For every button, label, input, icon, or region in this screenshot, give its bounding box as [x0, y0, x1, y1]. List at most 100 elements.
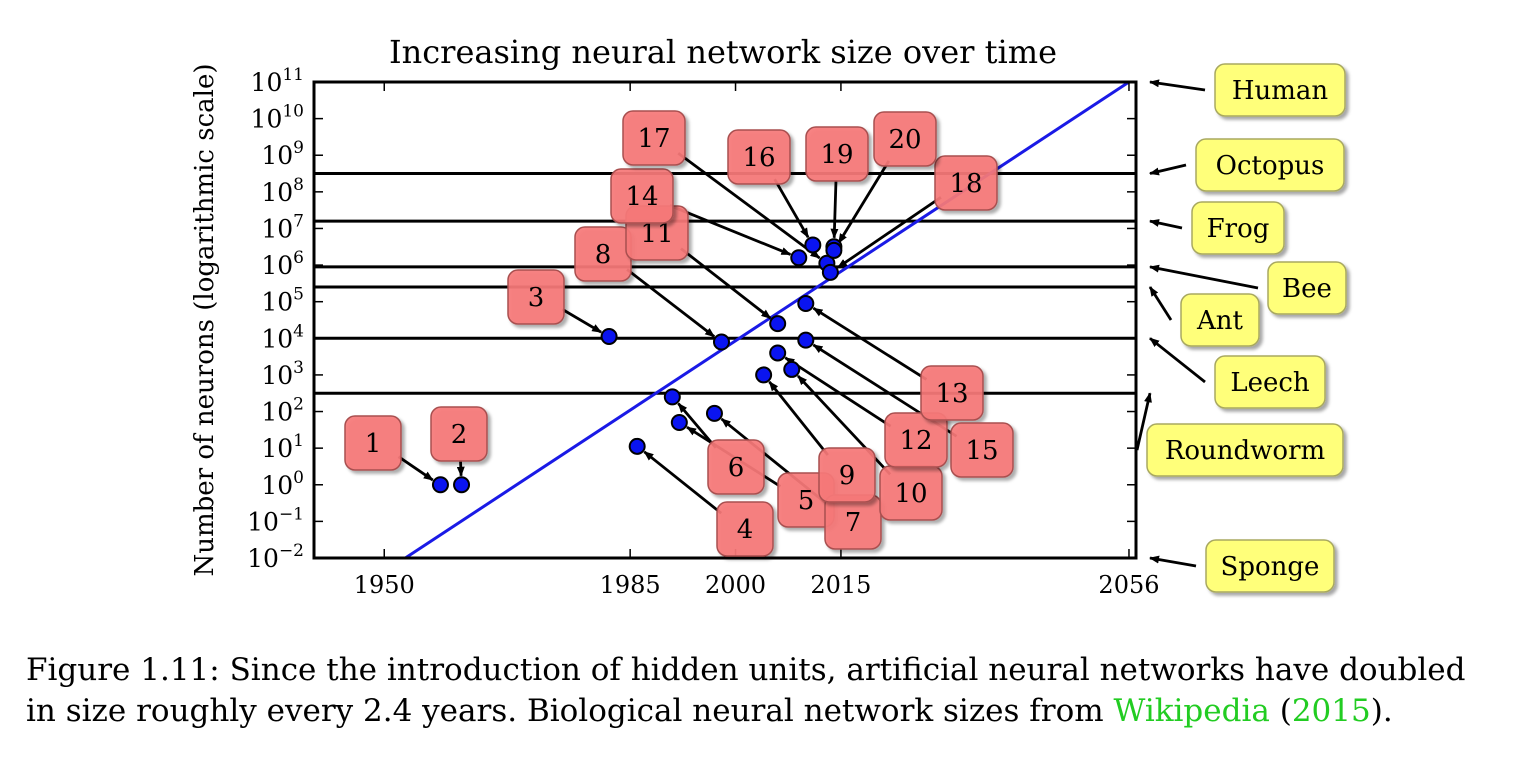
data-point-9: [755, 366, 773, 384]
reference-box-octopus: [1195, 138, 1345, 192]
data-point-2: [453, 476, 471, 494]
data-point-12: [769, 344, 787, 362]
reference-box-frog: [1191, 201, 1285, 255]
reference-box-human: [1214, 63, 1346, 117]
year-link[interactable]: 2015: [1291, 693, 1371, 729]
data-point-6: [663, 388, 681, 406]
reference-box-bee: [1267, 261, 1347, 315]
arrow-to-point-14: [669, 204, 792, 256]
data-point-13: [797, 295, 815, 313]
y-tick-label: 104: [261, 321, 304, 353]
label-box-17: [622, 110, 686, 166]
data-point-16: [804, 236, 822, 254]
y-tick-exponent: 3: [293, 358, 304, 378]
label-box-6: [707, 439, 765, 495]
y-tick-base: 10: [251, 68, 283, 97]
y-tick-exponent: 8: [293, 175, 304, 195]
data-point-4: [628, 437, 646, 455]
y-tick-base: 10: [261, 251, 293, 280]
point-label-10: 10: [894, 479, 927, 509]
reference-label-frog: Frog: [1207, 214, 1270, 244]
arrow-to-ant: [1148, 286, 1173, 321]
y-tick-label: 100: [261, 468, 304, 500]
reference-label-bee: Bee: [1282, 274, 1332, 304]
data-point-8: [712, 333, 730, 351]
x-tick-label: 1950: [354, 571, 415, 599]
label-box-20: [873, 111, 937, 167]
point-label-3: 3: [528, 283, 545, 313]
data-point-10: [783, 360, 801, 378]
x-tick-label: 2056: [1098, 571, 1159, 599]
y-tick-base: 10: [261, 324, 293, 353]
reference-label-human: Human: [1232, 76, 1329, 106]
reference-box-ant: [1180, 293, 1260, 347]
arrow-to-point-20: [837, 160, 891, 244]
data-point-7: [705, 404, 723, 422]
point-label-13: 13: [935, 379, 968, 409]
arrow-to-octopus: [1149, 163, 1187, 176]
arrow-to-point-12: [784, 356, 892, 428]
point-label-14: 14: [625, 182, 658, 212]
wikipedia-link[interactable]: Wikipedia: [1113, 693, 1270, 729]
arrow-to-human: [1149, 79, 1206, 92]
reference-label-sponge: Sponge: [1221, 552, 1320, 582]
data-point-3: [600, 327, 618, 345]
y-tick-exponent: 6: [293, 248, 304, 268]
arrow-to-point-13: [812, 307, 928, 381]
y-tick-base: 10: [261, 398, 293, 427]
neural-network-size-chart: Increasing neural network size over time…: [190, 33, 1347, 599]
y-tick-exponent: 9: [293, 138, 304, 158]
y-tick-base: 10: [261, 288, 293, 317]
y-tick-exponent: 5: [293, 285, 304, 305]
label-box-1: [344, 415, 402, 471]
arrow-to-point-17: [677, 152, 821, 260]
data-point-1: [431, 476, 449, 494]
y-tick-exponent: 10: [282, 102, 304, 122]
arrow-to-point-9: [768, 380, 829, 456]
caption-line-2-text: in size roughly every 2.4 years. Biologi…: [26, 693, 1114, 729]
y-tick-label: 109: [261, 138, 304, 170]
arrow-to-roundworm: [1135, 392, 1152, 451]
y-tick-exponent: 2: [293, 395, 304, 415]
plot-frame: [312, 80, 1138, 560]
label-box-2: [430, 406, 488, 462]
arrow-to-point-2: [456, 459, 465, 477]
point-label-7: 7: [845, 508, 862, 538]
y-tick-exponent: 0: [293, 468, 304, 488]
data-point-5: [670, 414, 688, 432]
data-point-20: [825, 241, 843, 259]
y-tick-base: 10: [261, 214, 293, 243]
arrow-to-point-6: [677, 402, 717, 449]
data-point-14: [790, 249, 808, 267]
y-tick-label: 105: [261, 285, 304, 317]
label-box-3: [507, 269, 565, 325]
y-tick-base: 10: [247, 507, 279, 536]
data-point-11: [769, 315, 787, 333]
label-box-19: [805, 126, 869, 182]
point-label-20: 20: [888, 125, 921, 155]
label-box-15: [950, 422, 1014, 478]
data-point-18: [821, 263, 839, 281]
label-box-16: [727, 129, 791, 185]
point-label-1: 1: [365, 429, 382, 459]
arrow-to-point-18: [837, 196, 942, 269]
y-tick-base: 10: [261, 471, 293, 500]
arrow-to-point-11: [680, 247, 772, 320]
point-label-18: 18: [949, 169, 982, 199]
arrow-to-sponge: [1149, 555, 1197, 568]
y-tick-base: 10: [261, 178, 293, 207]
point-label-4: 4: [737, 515, 754, 545]
reference-label-leech: Leech: [1230, 368, 1310, 398]
point-label-6: 6: [728, 453, 745, 483]
label-box-14: [610, 168, 674, 224]
data-point-15: [797, 331, 815, 349]
arrow-to-point-16: [773, 178, 810, 239]
y-tick-exponent: 1: [293, 431, 304, 451]
label-box-9: [818, 447, 876, 503]
point-label-17: 17: [637, 124, 670, 154]
reference-label-octopus: Octopus: [1216, 151, 1325, 181]
x-tick-label: 2015: [810, 571, 871, 599]
arrow-to-point-1: [397, 455, 434, 482]
point-label-12: 12: [899, 426, 932, 456]
y-tick-base: 10: [261, 361, 293, 390]
